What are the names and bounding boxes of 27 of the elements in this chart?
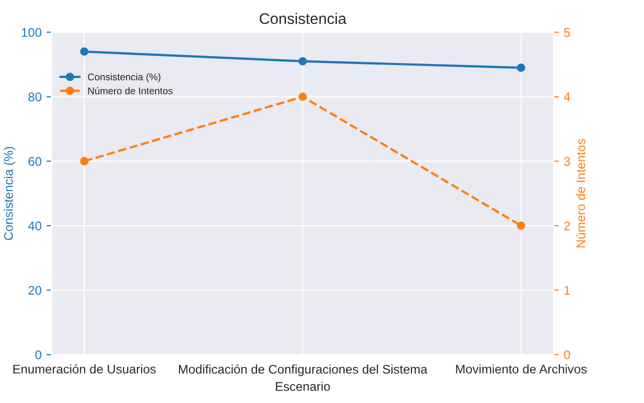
point bbox=[516, 222, 526, 230]
y-tick-label: 80 bbox=[28, 92, 42, 102]
x-tick-label: Movimiento de Archivos bbox=[456, 364, 587, 374]
point bbox=[298, 92, 307, 101]
y2-axis-title: Número de Intentos bbox=[576, 138, 586, 248]
y2-tick-label: 0 bbox=[564, 350, 570, 360]
x-axis-title: Escenario bbox=[276, 382, 330, 391]
y2-tick-label: 5 bbox=[564, 28, 570, 37]
y-tick-label: 40 bbox=[28, 221, 42, 230]
y2-tick-label: 1 bbox=[564, 286, 570, 295]
legend-label: Consistencia (%) bbox=[88, 73, 160, 82]
x-tick-label: Modificación de Configuraciones del Sistema bbox=[178, 364, 428, 376]
y-axis-title: Consistencia (%) bbox=[4, 146, 16, 240]
y2-tick-label: 4 bbox=[564, 92, 570, 102]
y-tick-label: 60 bbox=[28, 157, 42, 166]
point bbox=[298, 57, 307, 66]
y-tick-label: 0 bbox=[35, 350, 42, 360]
y-tick-label: 20 bbox=[28, 286, 42, 295]
point bbox=[516, 64, 526, 72]
point bbox=[80, 47, 88, 56]
x-tick-label: Enumeración de Usuarios bbox=[13, 364, 156, 374]
point bbox=[80, 157, 88, 166]
y2-tick-label: 2 bbox=[564, 221, 570, 230]
legend-label: Número de Intentos bbox=[88, 87, 173, 94]
chart-title: Consistencia bbox=[260, 12, 346, 24]
y2-tick-label: 3 bbox=[564, 157, 570, 166]
y-tick-label: 100 bbox=[22, 28, 42, 37]
